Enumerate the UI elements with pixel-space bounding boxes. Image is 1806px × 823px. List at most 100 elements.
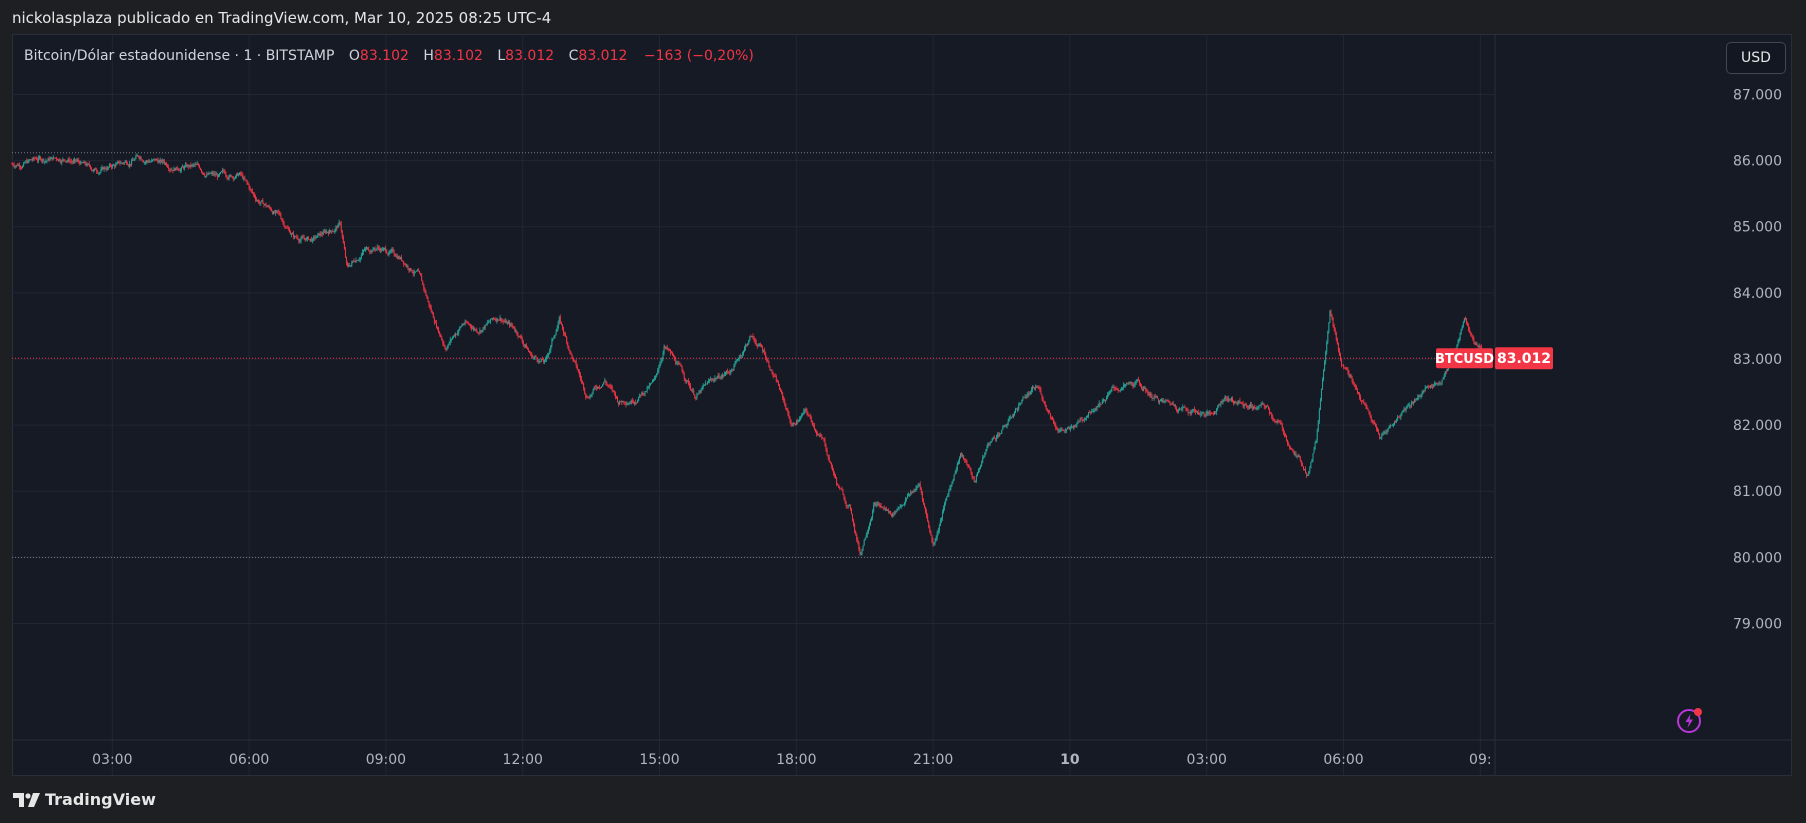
candle-body [140,157,142,160]
candle-body [963,455,965,459]
candle-body [840,488,842,490]
candle-body [392,249,394,252]
candle-body [1035,387,1037,389]
candle-body [1442,377,1444,380]
candle-body [1180,408,1182,410]
candle-body [136,155,138,157]
candle-body [79,161,81,165]
candle-body [257,200,259,202]
price-tick-label: 85.000 [1733,220,1782,236]
candle-body [252,192,254,195]
candle-body [848,505,850,507]
candle-body [539,361,541,362]
footer-branding[interactable]: TradingView [13,790,156,809]
candle-body [943,507,945,513]
candle-body [618,401,620,405]
candle-body [1415,399,1417,401]
candle-body [161,160,163,162]
candle-body [748,340,750,344]
candle-body [1043,401,1045,403]
candle-body [1221,401,1223,402]
candle-body [784,400,786,405]
candle-body [318,233,320,236]
candle-body [1374,424,1376,427]
candle-body [433,317,435,323]
currency-button[interactable]: USD [1726,42,1786,74]
candle-body [374,248,376,250]
candle-body [1413,402,1415,404]
candle-body [195,164,197,166]
candle-body [46,160,48,162]
candle-body [920,487,922,493]
candle-body [1145,388,1147,391]
candle-body [1039,388,1041,390]
symbol-legend[interactable]: Bitcoin/Dólar estadounidense · 1 · BITST… [24,48,754,64]
candle-body [1184,406,1186,409]
candle-body [1094,408,1096,411]
open-value: 83.102 [359,48,409,64]
candle-body [800,416,802,420]
candle-body [471,328,473,330]
candle-body [1115,388,1117,390]
candle-body [1369,414,1371,417]
candle-body [933,543,935,545]
candle-body [568,345,570,351]
candle-body [1346,369,1348,371]
price-tick-label: 86.000 [1733,154,1782,170]
candle-body [1386,430,1388,433]
candle-body [983,456,985,458]
candle-body [440,333,442,338]
candle-body [1053,420,1055,424]
candle-body [1169,401,1171,404]
candle-body [1047,409,1049,413]
candle-body [980,465,982,469]
candle-body [1304,469,1306,470]
candle-body [44,161,46,163]
candle-body [1239,400,1241,403]
candle-body [1206,411,1208,414]
candle-body [807,413,809,416]
candle-body [638,396,640,401]
candle-body [169,169,171,171]
candle-body [1143,388,1145,391]
candle-body [457,332,459,335]
candle-body [1021,399,1023,404]
candle-body [1029,392,1031,395]
candle-body [1093,410,1095,412]
candle-body [424,288,426,291]
candle-body [711,379,713,380]
candle-body [900,505,902,507]
candle-body [566,336,568,343]
candle-body [763,350,765,352]
candle-body [987,443,989,448]
candle-body [768,361,770,366]
high-value: 83.102 [433,48,483,64]
candle-body [1089,411,1091,413]
candle-body [953,474,955,481]
candle-body [1359,394,1361,397]
candle-body [1347,369,1349,373]
candle-body [1153,396,1155,399]
candle-body [12,163,14,165]
candle-body [294,236,296,238]
candle-body [1316,429,1318,441]
candle-body [1282,428,1284,433]
candle-body [480,330,482,332]
candle-body [1407,405,1409,407]
candle-body [1391,425,1393,427]
candle-body [861,549,863,554]
candle-body [1016,408,1018,410]
candle-body [697,393,699,396]
candle-body [592,389,594,393]
candle-body [1129,382,1131,384]
candle-body [283,222,285,226]
candle-body [1110,389,1112,392]
candle-body [387,253,389,255]
candle-body [1148,394,1150,395]
candle-body [343,243,345,250]
candle-body [714,378,716,380]
price-tick-label: 87.000 [1733,88,1782,104]
candle-body [123,162,125,164]
lightning-icon[interactable] [1676,706,1704,734]
